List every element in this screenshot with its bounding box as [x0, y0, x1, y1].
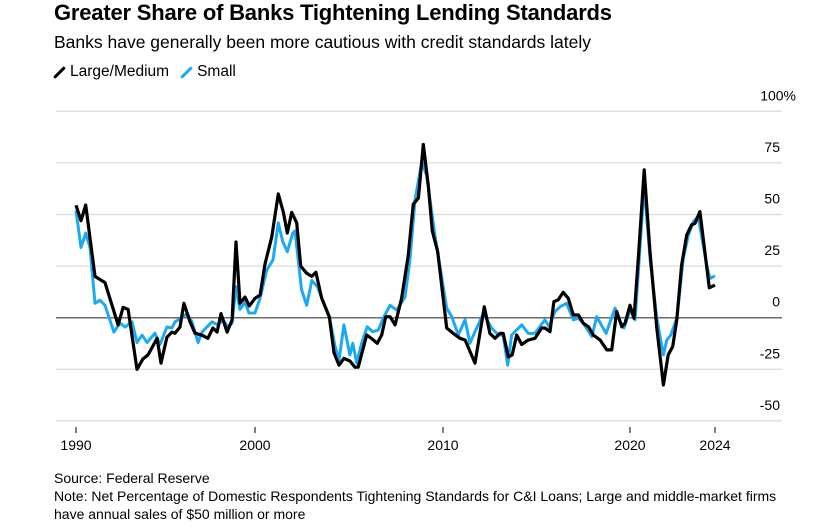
x-tick-label: 2024 — [699, 437, 730, 453]
y-tick-label: 100% — [760, 87, 796, 103]
legend-label: Large/Medium — [70, 63, 170, 80]
y-tick-label: 50 — [764, 191, 780, 207]
methodology-note: Note: Net Percentage of Domestic Respond… — [54, 488, 777, 522]
chart-footer: Source: Federal Reserve Note: Net Percen… — [54, 469, 794, 523]
legend-swatch-icon — [180, 65, 193, 79]
legend-label: Small — [197, 63, 236, 80]
chart-title: Greater Share of Banks Tightening Lendin… — [54, 0, 612, 25]
source-note: Source: Federal Reserve — [54, 470, 210, 486]
series-line-large-medium — [74, 142, 716, 387]
series-lines — [74, 142, 716, 387]
legend-item-large-medium: Large/Medium — [53, 63, 170, 81]
y-tick-label: -50 — [760, 397, 780, 413]
legend-item-small: Small — [180, 63, 236, 81]
legend-swatch-icon — [53, 65, 66, 79]
y-tick-label: 0 — [772, 294, 780, 310]
chart-subtitle: Banks have generally been more cautious … — [54, 32, 591, 52]
x-tick-label: 2010 — [427, 437, 458, 453]
gridlines — [56, 110, 782, 422]
y-tick-label: -25 — [760, 345, 780, 361]
legend: Large/Medium Small — [53, 63, 248, 81]
y-axis-labels: 100% 75 50 25 0 -25 -50 — [760, 87, 796, 413]
x-tick-label: 1990 — [60, 437, 91, 453]
x-tick-label: 2000 — [239, 437, 270, 453]
y-tick-label: 75 — [764, 139, 780, 155]
x-tick-label: 2020 — [614, 437, 645, 453]
series-line-small — [74, 160, 716, 367]
x-axis: 1990 2000 2010 2020 2024 — [60, 427, 731, 453]
y-tick-label: 25 — [764, 242, 780, 258]
